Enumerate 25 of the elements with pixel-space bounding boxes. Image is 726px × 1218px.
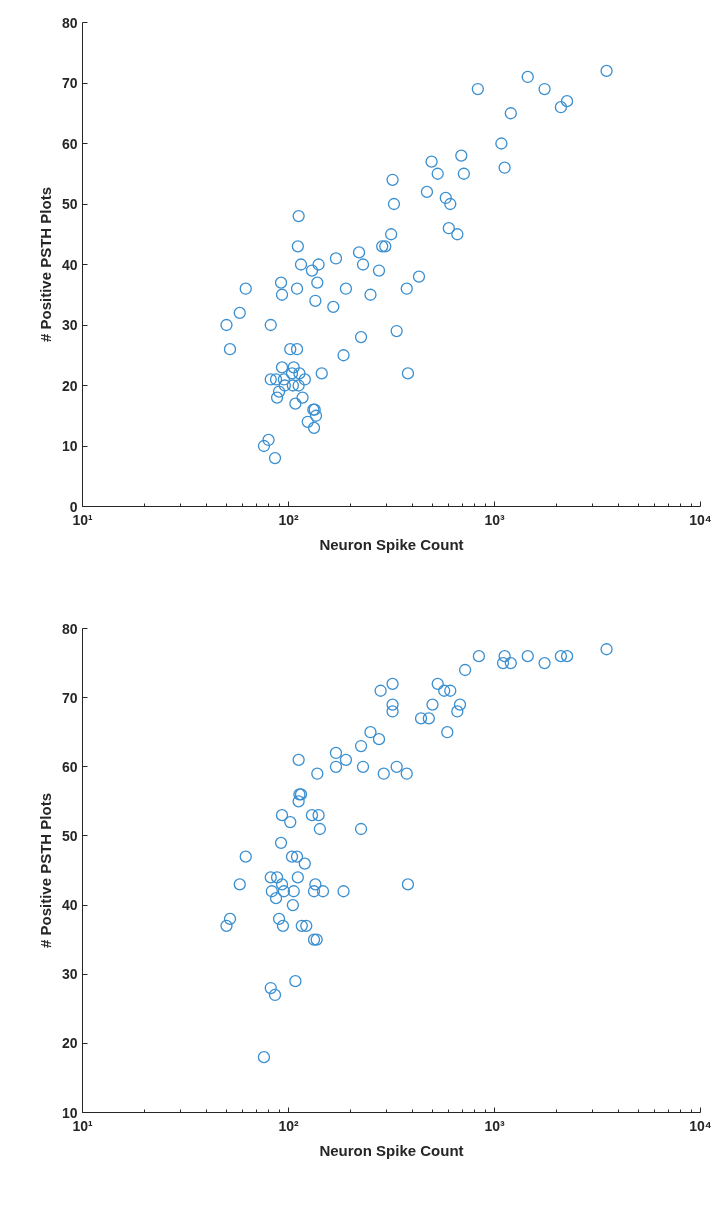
y-tick-label: 70 (61, 75, 78, 91)
x-tick-label: 10³ (484, 1117, 505, 1134)
x-tick-label: 10² (278, 511, 299, 528)
y-tick-label: 40 (61, 256, 78, 273)
y-tick-label: 20 (61, 1035, 78, 1052)
y-axis-title: # Positive PSTH Plots (36, 186, 54, 343)
y-axis-title: # Positive PSTH Plots (36, 792, 54, 949)
x-tick-label: 10⁴ (689, 1117, 712, 1134)
x-axis-title: Neuron Spike Count (319, 1141, 464, 1159)
y-tick-label: 70 (61, 689, 78, 706)
y-tick-label: 60 (61, 758, 78, 775)
x-tick-label: 10² (278, 1117, 299, 1134)
x-tick-label: 10³ (484, 511, 505, 528)
y-tick-label: 50 (61, 196, 78, 212)
y-tick-label: 10 (61, 438, 78, 454)
y-tick-label: 80 (61, 14, 78, 31)
y-tick-label: 60 (61, 135, 78, 152)
y-tick-label: 40 (61, 897, 78, 914)
y-tick-label: 30 (61, 966, 78, 983)
x-axis-title: Neuron Spike Count (319, 535, 464, 553)
x-tick-label: 10⁴ (689, 511, 712, 528)
y-tick-label: 30 (61, 317, 78, 333)
y-tick-label: 20 (61, 377, 78, 394)
y-tick-label: 50 (61, 827, 78, 844)
y-tick-label: 80 (61, 620, 78, 637)
